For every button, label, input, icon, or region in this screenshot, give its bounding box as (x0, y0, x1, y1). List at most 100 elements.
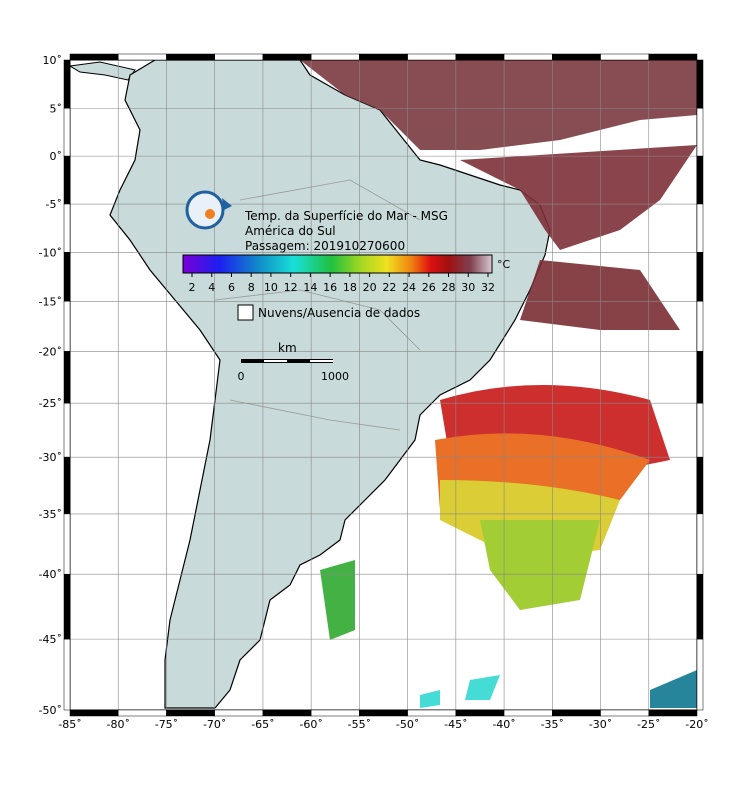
title-line: América do Sul (245, 224, 336, 238)
colorbar-tick-label: 32 (481, 281, 495, 294)
frame-segment (117, 53, 167, 61)
frame-segment (63, 203, 71, 253)
colorbar-tick-label: 18 (343, 281, 357, 294)
frame-segment (166, 709, 215, 717)
colorbar-tick-label: 16 (323, 281, 337, 294)
scale-label: 1000 (321, 370, 349, 383)
frame-segment (69, 709, 119, 717)
colorbar-tick-label: 10 (264, 281, 278, 294)
colorbar-tick-label: 26 (422, 281, 436, 294)
lat-tick-label: -25˚ (39, 397, 62, 410)
scale-bar (264, 360, 287, 362)
frame-segment (63, 351, 71, 404)
frame-segment (214, 709, 264, 717)
lat-tick-label: -20˚ (39, 345, 62, 358)
title-line: Passagem: 201910270600 (245, 239, 405, 253)
frame-segment (600, 53, 650, 61)
frame-segment (696, 203, 704, 253)
colorbar-tick-label: 2 (189, 281, 196, 294)
frame-segment (359, 53, 408, 61)
lon-tick-label: -70˚ (203, 718, 226, 731)
lat-tick-label: -40˚ (39, 568, 62, 581)
frame-segment (696, 108, 704, 157)
frame-segment (117, 709, 167, 717)
lat-tick-label: -15˚ (39, 295, 62, 308)
frame-segment (696, 59, 704, 109)
colorbar-tick-label: 8 (248, 281, 255, 294)
frame-segment (696, 513, 704, 575)
frame-segment (407, 709, 457, 717)
frame-segment (63, 108, 71, 157)
frame-segment (696, 573, 704, 640)
lon-tick-label: -60˚ (299, 718, 322, 731)
colorbar-tick-label: 28 (442, 281, 456, 294)
frame-segment (696, 301, 704, 352)
lon-tick-label: -85˚ (58, 718, 81, 731)
title-line: Temp. da Superfície do Mar - MSG (244, 209, 448, 223)
frame-segment (63, 513, 71, 575)
lat-tick-label: -35˚ (39, 508, 62, 521)
frame-segment (166, 53, 215, 61)
frame-segment (63, 59, 71, 109)
frame-segment (310, 709, 360, 717)
lat-tick-label: -45˚ (39, 633, 62, 646)
frame-segment (63, 402, 71, 458)
frame-segment (359, 709, 408, 717)
colorbar-unit: °C (497, 258, 511, 271)
legend-swatch (237, 304, 254, 321)
frame-segment (262, 53, 312, 61)
legend-label: Nuvens/Ausencia de dados (258, 306, 420, 320)
lon-tick-label: -50˚ (396, 718, 419, 731)
scale-label: 0 (238, 370, 245, 383)
lon-tick-label: -45˚ (444, 718, 467, 731)
frame-segment (63, 573, 71, 640)
colorbar-ticks: 2 4 6 8 10 12 14 16 18 20 22 24 26 28 30 32 (189, 273, 495, 294)
colorbar-tick-label: 30 (461, 281, 475, 294)
frame-segment (648, 53, 698, 61)
lon-tick-label: -35˚ (541, 718, 564, 731)
frame-segment (69, 53, 119, 61)
lon-tick-label: -30˚ (589, 718, 612, 731)
frame-segment (552, 53, 601, 61)
frame-segment (407, 53, 457, 61)
frame-segment (455, 53, 505, 61)
frame-segment (648, 709, 698, 717)
frame-segment (503, 709, 553, 717)
lon-tick-label: -40˚ (492, 718, 515, 731)
colorbar-tick-label: 6 (228, 281, 235, 294)
lat-tick-label: 0˚ (50, 150, 63, 163)
scale-bar (310, 360, 333, 362)
colorbar-tick-label: 12 (284, 281, 298, 294)
frame-segment (214, 53, 264, 61)
frame-segment (310, 53, 360, 61)
frame-segment (696, 456, 704, 515)
frame-segment (63, 252, 71, 302)
frame-segment (63, 301, 71, 352)
frame-segment (63, 638, 71, 711)
lon-tick-label: -75˚ (155, 718, 178, 731)
lat-tick-label: 5˚ (50, 102, 63, 115)
frame-segment (696, 351, 704, 404)
land (68, 59, 551, 709)
frame-segment (455, 709, 505, 717)
colorbar-tick-label: 4 (208, 281, 215, 294)
colorbar (182, 254, 493, 274)
lon-tick-label: -80˚ (106, 718, 129, 731)
frame-segment (600, 709, 650, 717)
frame-segment (696, 252, 704, 302)
frame-segment (63, 155, 71, 205)
colorbar-tick-label: 22 (382, 281, 396, 294)
frame-segment (696, 402, 704, 458)
frame-segment (696, 155, 704, 205)
lon-tick-label: -20˚ (685, 718, 708, 731)
frame-segment (552, 709, 601, 717)
colorbar-tick-label: 20 (363, 281, 377, 294)
colorbar-tick-label: 24 (402, 281, 416, 294)
lat-tick-label: -30˚ (39, 451, 62, 464)
lat-tick-label: -50˚ (39, 704, 62, 717)
frame-segment (63, 456, 71, 515)
frame-bars (63, 53, 704, 717)
frame-segment (696, 638, 704, 711)
frame-segment (262, 709, 312, 717)
